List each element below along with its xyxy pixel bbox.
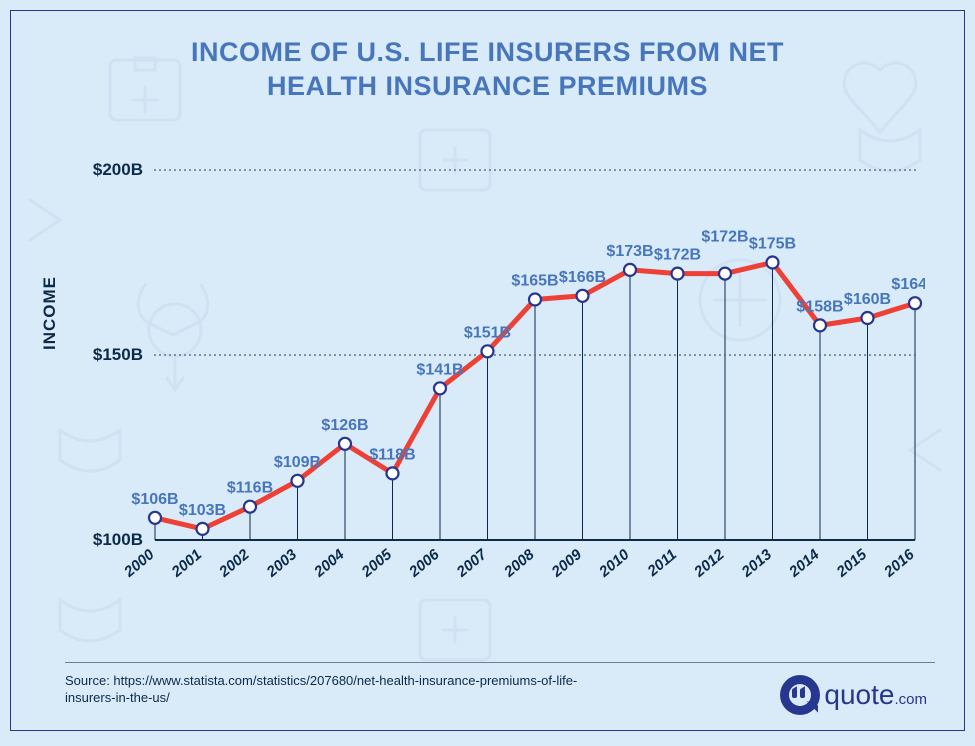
brand-suffix: .com: [894, 691, 927, 708]
svg-text:2014: 2014: [785, 546, 823, 582]
y-axis-label: INCOME: [40, 276, 60, 350]
svg-text:$151B: $151B: [464, 324, 511, 341]
title-line-1: INCOME OF U.S. LIFE INSURERS FROM NET: [191, 37, 784, 67]
svg-text:$103B: $103B: [179, 502, 226, 519]
svg-text:$158B: $158B: [796, 298, 843, 315]
svg-text:$109B: $109B: [274, 454, 321, 471]
svg-text:$126B: $126B: [321, 417, 368, 434]
svg-text:$164B: $164B: [891, 276, 925, 293]
svg-text:2008: 2008: [500, 546, 538, 582]
line-chart: $100B $150B $200B $106B$103B$116B$109B $126B…: [75, 160, 925, 590]
brand-text: quote.com: [824, 679, 927, 711]
svg-text:$160B: $160B: [844, 291, 891, 308]
svg-text:2013: 2013: [738, 546, 776, 582]
svg-text:$106B: $106B: [131, 491, 178, 508]
brand-name: quote: [824, 679, 894, 710]
svg-text:$166B: $166B: [559, 269, 606, 286]
svg-text:$118B: $118B: [369, 446, 415, 463]
svg-text:$172B: $172B: [701, 229, 748, 246]
svg-text:$141B: $141B: [416, 361, 463, 378]
svg-text:2007: 2007: [453, 546, 491, 582]
svg-text:2000: 2000: [120, 546, 158, 582]
svg-text:$172B: $172B: [654, 247, 701, 264]
chart-title: INCOME OF U.S. LIFE INSURERS FROM NET HE…: [0, 36, 975, 104]
svg-text:2012: 2012: [690, 546, 728, 582]
svg-text:2006: 2006: [405, 546, 443, 582]
svg-text:2016: 2016: [880, 546, 918, 582]
svg-text:$173B: $173B: [606, 243, 653, 260]
svg-text:2001: 2001: [168, 546, 205, 581]
svg-text:2004: 2004: [310, 546, 348, 582]
svg-text:2002: 2002: [215, 546, 253, 582]
footer-divider: [65, 662, 935, 663]
title-line-2: HEALTH INSURANCE PREMIUMS: [267, 71, 708, 101]
svg-text:$200B: $200B: [93, 160, 143, 179]
brand-icon: [780, 675, 820, 715]
svg-text:2011: 2011: [644, 546, 680, 580]
brand-logo: quote.com: [780, 675, 927, 715]
svg-text:$150B: $150B: [93, 345, 143, 364]
svg-text:2009: 2009: [548, 546, 586, 582]
svg-text:$116B: $116B: [227, 480, 273, 497]
svg-text:$175B: $175B: [749, 236, 796, 253]
svg-text:2003: 2003: [263, 546, 301, 582]
svg-text:2015: 2015: [833, 546, 871, 582]
svg-text:2010: 2010: [595, 546, 633, 582]
svg-text:$100B: $100B: [93, 530, 143, 549]
source-citation: Source: https://www.statista.com/statist…: [65, 672, 585, 707]
svg-text:$165B: $165B: [511, 273, 558, 290]
svg-text:2005: 2005: [358, 546, 396, 582]
